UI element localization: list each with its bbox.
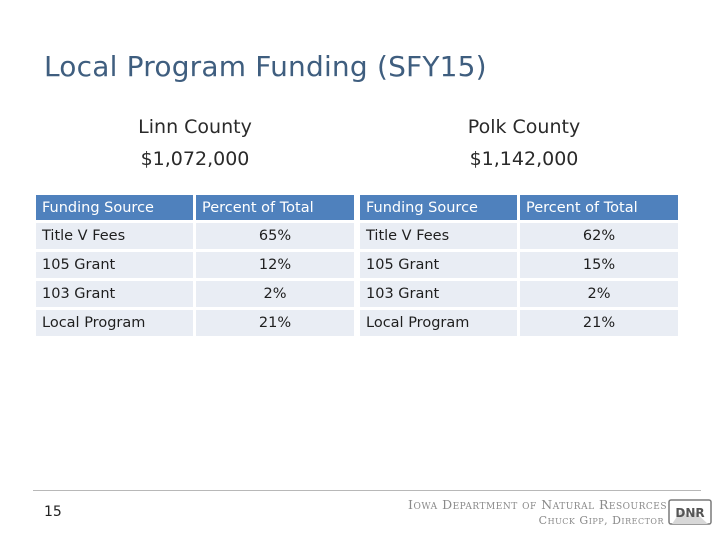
percent-cell: 62% [520,223,678,249]
funding-source-cell: 103 Grant [36,281,193,307]
linn-funding-table: Funding Source Percent of Total Title V … [33,192,357,339]
table-row: Local Program 21% [360,310,678,336]
column-header-funding-source: Funding Source [360,195,517,220]
column-header-percent-of-total: Percent of Total [520,195,678,220]
linn-county-name: Linn County [138,116,252,138]
table-row: 105 Grant 15% [360,252,678,278]
polk-county-name: Polk County [467,116,581,138]
table-row: Local Program 21% [36,310,354,336]
funding-source-cell: 105 Grant [360,252,517,278]
director-name: Chuck Gipp, Director [538,514,664,527]
percent-cell: 21% [196,310,354,336]
department-name: Iowa Department of Natural Resources [408,497,668,512]
table-header-row: Funding Source Percent of Total [360,195,678,220]
page-number: 15 [44,504,62,520]
polk-county-heading: Polk County $1,142,000 [394,111,654,175]
linn-county-total: $1,072,000 [140,148,250,170]
table-row: Title V Fees 65% [36,223,354,249]
table-row: 103 Grant 2% [360,281,678,307]
funding-source-cell: Local Program [36,310,193,336]
percent-cell: 21% [520,310,678,336]
slide-title: Local Program Funding (SFY15) [44,50,487,83]
polk-funding-table: Funding Source Percent of Total Title V … [357,192,681,339]
percent-cell: 65% [196,223,354,249]
table-header-row: Funding Source Percent of Total [36,195,354,220]
percent-cell: 2% [196,281,354,307]
polk-county-total: $1,142,000 [469,148,579,170]
table-row: Title V Fees 62% [360,223,678,249]
funding-source-cell: 105 Grant [36,252,193,278]
footer-divider [33,490,701,491]
column-header-percent-of-total: Percent of Total [196,195,354,220]
funding-source-cell: Local Program [360,310,517,336]
funding-source-cell: 103 Grant [360,281,517,307]
percent-cell: 15% [520,252,678,278]
dnr-logo-icon: DNR [668,499,712,525]
funding-source-cell: Title V Fees [360,223,517,249]
table-row: 105 Grant 12% [36,252,354,278]
table-row: 103 Grant 2% [36,281,354,307]
linn-county-heading: Linn County $1,072,000 [65,111,325,175]
percent-cell: 2% [520,281,678,307]
column-header-funding-source: Funding Source [36,195,193,220]
percent-cell: 12% [196,252,354,278]
funding-source-cell: Title V Fees [36,223,193,249]
dnr-logo-text: DNR [675,506,704,520]
